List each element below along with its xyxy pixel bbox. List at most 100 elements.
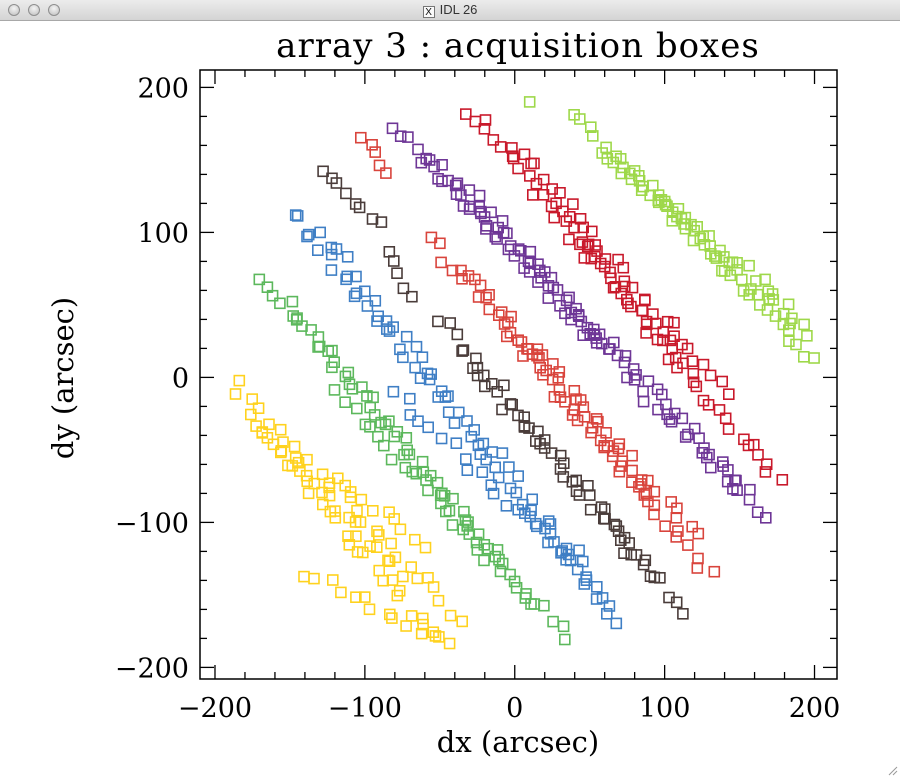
data-point	[291, 210, 304, 222]
marker-group-8	[523, 96, 820, 364]
data-point	[483, 303, 496, 316]
marker-group-1	[229, 374, 469, 650]
resize-grip-icon[interactable]	[886, 764, 898, 776]
data-point	[526, 189, 539, 201]
data-point	[639, 554, 652, 567]
window-titlebar[interactable]: X IDL 26	[0, 0, 900, 21]
data-point	[512, 162, 524, 175]
data-point	[681, 342, 694, 355]
data-point	[563, 291, 575, 304]
data-point	[621, 371, 633, 384]
data-point	[632, 170, 645, 182]
data-point	[427, 581, 440, 593]
data-point	[540, 364, 553, 377]
data-point	[638, 293, 651, 306]
data-point	[580, 571, 592, 583]
minimize-window-button[interactable]	[28, 4, 40, 16]
data-point	[668, 330, 680, 343]
data-point	[341, 251, 354, 263]
data-point	[626, 281, 639, 294]
data-point	[636, 304, 649, 317]
data-point	[471, 544, 484, 556]
data-point	[349, 198, 362, 210]
data-point	[692, 527, 705, 540]
data-point	[670, 511, 683, 524]
data-point	[530, 520, 543, 533]
data-point	[301, 230, 313, 243]
data-point	[435, 432, 448, 445]
data-point	[377, 439, 390, 452]
data-point	[636, 304, 648, 317]
plot-frame	[199, 69, 838, 680]
data-point	[274, 446, 287, 459]
data-point	[506, 142, 518, 154]
data-point	[524, 245, 537, 258]
data-markers	[229, 96, 820, 650]
data-point	[617, 261, 630, 274]
data-point	[688, 224, 701, 237]
data-point	[595, 337, 608, 350]
data-point	[553, 366, 566, 378]
data-point	[379, 418, 392, 431]
data-point	[478, 554, 490, 567]
data-point	[245, 408, 257, 421]
data-point	[386, 122, 399, 135]
data-point	[573, 113, 586, 125]
data-point	[412, 143, 424, 156]
data-point	[405, 561, 418, 573]
data-point	[355, 493, 368, 506]
data-point	[573, 544, 585, 557]
data-point	[578, 578, 591, 590]
data-point	[300, 469, 313, 482]
data-point	[790, 338, 802, 351]
data-point	[642, 495, 654, 508]
data-point	[722, 388, 735, 401]
x-tick-label: −100	[328, 693, 402, 724]
data-point	[783, 335, 795, 348]
data-point	[366, 504, 379, 517]
data-point	[548, 536, 560, 548]
data-point	[252, 402, 265, 415]
data-point	[544, 518, 557, 530]
data-point	[615, 167, 628, 180]
data-point	[305, 324, 317, 336]
data-point	[760, 458, 773, 471]
data-point	[691, 221, 704, 233]
data-point	[302, 228, 315, 241]
data-point	[495, 306, 508, 318]
data-point	[585, 252, 598, 265]
data-point	[570, 485, 583, 498]
data-point	[590, 580, 603, 593]
data-point	[769, 310, 782, 322]
data-point	[387, 321, 400, 333]
data-point	[558, 633, 571, 646]
data-point	[512, 334, 525, 347]
marker-group-4	[317, 165, 689, 620]
zoom-window-button[interactable]	[48, 4, 60, 16]
data-point	[308, 572, 320, 585]
y-tick-label: −100	[115, 508, 189, 539]
data-point	[425, 231, 438, 244]
data-point	[358, 591, 371, 603]
x-axis-label: dx (arcsec)	[437, 725, 599, 759]
close-window-button[interactable]	[8, 4, 20, 16]
data-point	[571, 563, 584, 576]
x-tick-label: 0	[506, 693, 523, 724]
data-point	[554, 449, 567, 462]
data-point	[603, 600, 616, 612]
data-point	[363, 603, 376, 616]
data-point	[326, 344, 338, 357]
data-point	[743, 259, 755, 272]
data-point	[530, 177, 543, 190]
data-point	[719, 412, 732, 425]
data-point	[722, 423, 735, 435]
data-point	[387, 255, 400, 267]
data-point	[686, 520, 699, 533]
data-point	[457, 200, 470, 212]
data-point	[585, 225, 598, 238]
data-point	[640, 487, 653, 500]
data-point	[553, 384, 566, 396]
data-point	[412, 415, 424, 428]
data-point	[439, 505, 452, 518]
x-tick-label: 200	[789, 693, 841, 724]
